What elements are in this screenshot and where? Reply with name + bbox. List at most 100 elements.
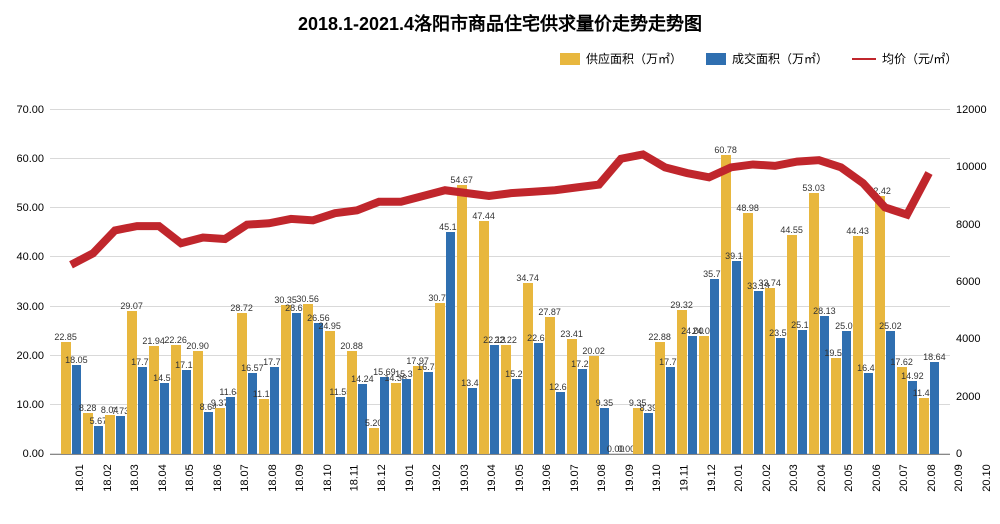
bar-group: 8.285.67: [82, 110, 104, 454]
supply-bar: 54.67: [457, 185, 467, 454]
xtick: 20.03: [788, 464, 819, 492]
chart-title: 2018.1-2021.4洛阳市商品住宅供求量价走势走势图: [0, 10, 1000, 36]
deal-bar: 35.70: [710, 279, 720, 454]
deal-bar: 8.39: [644, 413, 654, 454]
ytick-right: 10000: [950, 161, 1000, 173]
supply-bar: 5.20: [369, 428, 379, 454]
xtick: 19.02: [431, 464, 462, 492]
deal-bar: 13.43: [468, 388, 478, 454]
supply-label: 53.03: [802, 183, 825, 193]
bar-group: 17.9716.74: [412, 110, 434, 454]
bar-group: 33.7423.52: [764, 110, 786, 454]
deal-bar: 14.51: [160, 383, 170, 454]
xtick: 18.02: [101, 464, 132, 492]
deal-bar: 12.63: [556, 392, 566, 454]
bar-group: 54.6713.43: [456, 110, 478, 454]
bar-group: 9.3711.64: [214, 110, 236, 454]
legend-swatch: [560, 53, 580, 65]
xtick: 20.05: [843, 464, 874, 492]
supply-bar: 23.41: [567, 339, 577, 454]
xtick: 18.05: [184, 464, 215, 492]
supply-label: 33.74: [758, 278, 781, 288]
deal-bar: 23.52: [776, 338, 786, 454]
ytick-left: 40.00: [0, 251, 50, 263]
deal-bar: 39.19: [732, 261, 742, 454]
deal-bar: 17.73: [138, 367, 148, 454]
supply-label: 29.32: [670, 300, 693, 310]
deal-bar: 15.69: [380, 377, 390, 454]
supply-bar: 9.37: [215, 408, 225, 454]
supply-label: 27.87: [538, 307, 561, 317]
bar-group: 28.7216.57: [236, 110, 258, 454]
ytick-left: 10.00: [0, 399, 50, 411]
supply-label: 20.88: [340, 341, 363, 351]
bar-group: 29.0717.73: [126, 110, 148, 454]
bar-group: 14.3615.30: [390, 110, 412, 454]
xtick: 18.09: [294, 464, 325, 492]
x-axis: 18.0118.0218.0318.0418.0518.0618.0718.08…: [60, 454, 940, 509]
y-axis-left: 0.0010.0020.0030.0040.0050.0060.0070.00: [0, 110, 50, 454]
ytick-right: 8000: [950, 219, 1000, 231]
supply-label: 30.56: [296, 294, 319, 304]
deal-bar: 11.55: [336, 397, 346, 454]
bar-group: 27.8712.63: [544, 110, 566, 454]
legend-item: 成交面积（万㎡）: [706, 50, 828, 67]
legend-swatch: [706, 53, 726, 65]
bar-group: 21.9414.51: [148, 110, 170, 454]
ytick-right: 2000: [950, 391, 1000, 403]
deal-bar: 28.13: [820, 316, 830, 454]
supply-bar: 44.55: [787, 235, 797, 454]
supply-label: 23.41: [560, 329, 583, 339]
legend-label: 成交面积（万㎡）: [732, 50, 828, 67]
ytick-right: 4000: [950, 333, 1000, 345]
deal-label: 18.64: [923, 352, 946, 362]
xtick: 18.04: [156, 464, 187, 492]
deal-bar: 45.12: [446, 232, 456, 454]
deal-bar: 25.05: [842, 331, 852, 454]
bar-group: 11.1217.70: [258, 110, 280, 454]
deal-bar: 22.13: [490, 345, 500, 454]
bar-group: 19.5925.05: [830, 110, 852, 454]
legend-label: 均价（元/㎡）: [882, 50, 957, 67]
deal-bar: 17.26: [578, 369, 588, 454]
deal-bar: 16.57: [248, 373, 258, 454]
supply-bar: 24.00: [699, 336, 709, 454]
deal-bar: 24.00: [688, 336, 698, 454]
deal-bar: 33.19: [754, 291, 764, 454]
deal-bar: 17.10: [182, 370, 192, 454]
supply-bar: 44.43: [853, 236, 863, 454]
bar-group: 44.5525.18: [786, 110, 808, 454]
legend-item: 供应面积（万㎡）: [560, 50, 682, 67]
supply-label: 21.94: [142, 336, 165, 346]
deal-bar: 16.74: [424, 372, 434, 454]
bars-layer: 22.8518.058.285.678.047.7329.0717.7321.9…: [60, 110, 940, 454]
deal-bar: 18.64: [930, 362, 940, 454]
supply-bar: 60.78: [721, 155, 731, 454]
y-axis-right: 020004000600080001000012000: [950, 110, 1000, 454]
xtick: 20.01: [733, 464, 764, 492]
ytick-left: 0.00: [0, 448, 50, 460]
supply-label: 34.74: [516, 273, 539, 283]
ytick-right: 6000: [950, 276, 1000, 288]
bar-group: 34.7422.66: [522, 110, 544, 454]
deal-bar: 11.64: [226, 397, 236, 454]
supply-label: 20.02: [582, 346, 605, 356]
bar-group: 30.3528.69: [280, 110, 302, 454]
ytick-left: 30.00: [0, 301, 50, 313]
bar-group: 22.8817.77: [654, 110, 676, 454]
supply-bar: 33.74: [765, 288, 775, 454]
bar-group: 30.5626.56: [302, 110, 324, 454]
bar-group: 52.4225.02: [874, 110, 896, 454]
legend-label: 供应面积（万㎡）: [586, 50, 682, 67]
supply-label: 44.55: [780, 225, 803, 235]
supply-label: 8.28: [79, 403, 97, 413]
supply-label: 29.07: [120, 301, 143, 311]
deal-bar: 17.77: [666, 367, 676, 454]
supply-bar: 8.04: [105, 415, 115, 455]
xtick: 19.06: [541, 464, 572, 492]
supply-label: 44.43: [846, 226, 869, 236]
deal-bar: 28.69: [292, 313, 302, 454]
supply-label: 28.72: [230, 303, 253, 313]
supply-bar: 30.56: [303, 304, 313, 454]
supply-bar: 22.22: [501, 345, 511, 454]
